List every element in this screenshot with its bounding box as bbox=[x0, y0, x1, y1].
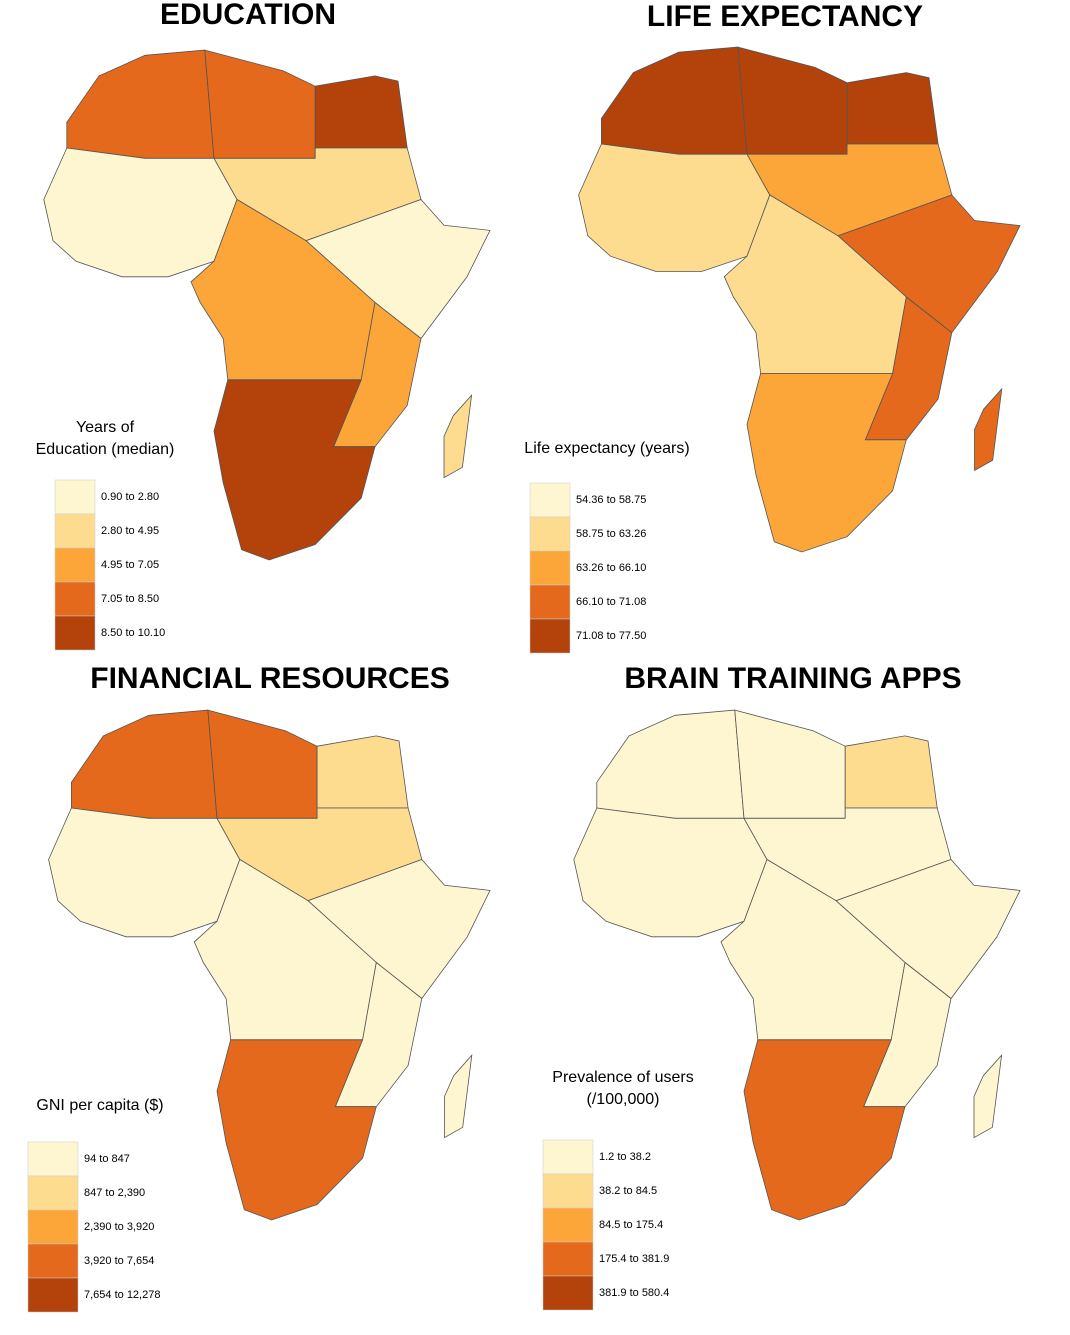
legend-label: 8.50 to 10.10 bbox=[101, 627, 165, 639]
legend-swatch bbox=[529, 516, 571, 552]
legend-label: 7.05 to 8.50 bbox=[101, 593, 159, 605]
legend-swatch bbox=[542, 1275, 594, 1311]
region bbox=[601, 46, 748, 155]
legend-swatch bbox=[542, 1139, 594, 1175]
legend-title: Life expectancy (years) bbox=[524, 440, 689, 457]
legend-swatch bbox=[542, 1173, 594, 1209]
panel-title: BRAIN TRAINING APPS bbox=[624, 662, 961, 695]
region bbox=[207, 709, 318, 819]
region bbox=[573, 807, 768, 938]
region bbox=[66, 49, 215, 159]
panel: FINANCIAL RESOURCES GNI per capita ($) 94 … bbox=[27, 662, 491, 1313]
region bbox=[213, 379, 376, 561]
legend-swatch bbox=[54, 615, 96, 651]
map bbox=[578, 46, 1021, 553]
legend-swatch bbox=[27, 1277, 79, 1313]
legend-swatch bbox=[54, 479, 96, 515]
legend-title: Years of bbox=[76, 419, 135, 436]
legend-label: 0.90 to 2.80 bbox=[101, 491, 159, 503]
legend-swatch bbox=[54, 581, 96, 617]
legend-label: 381.9 to 580.4 bbox=[599, 1287, 669, 1299]
panel-title: FINANCIAL RESOURCES bbox=[90, 662, 449, 695]
region bbox=[974, 387, 1003, 472]
region bbox=[743, 1039, 906, 1221]
legend-swatch bbox=[27, 1141, 79, 1177]
map bbox=[573, 709, 1021, 1221]
legend-label: 54.36 to 58.75 bbox=[576, 494, 646, 506]
legend-label: 63.26 to 66.10 bbox=[576, 562, 646, 574]
region bbox=[316, 735, 409, 809]
panel: LIFE EXPECTANCY Life expectancy (years) 54… bbox=[524, 0, 1021, 654]
region bbox=[43, 147, 238, 278]
legend-swatch bbox=[529, 618, 571, 654]
region bbox=[443, 393, 473, 479]
panel: BRAIN TRAINING APPS Prevalence of users (/… bbox=[542, 662, 1021, 1311]
panel-title: LIFE EXPECTANCY bbox=[647, 0, 923, 33]
panel-title: EDUCATION bbox=[160, 0, 336, 31]
legend-title: (/100,000) bbox=[587, 1091, 660, 1108]
legend-swatch bbox=[529, 550, 571, 586]
legend-label: 58.75 to 63.26 bbox=[576, 528, 646, 540]
region bbox=[216, 1039, 377, 1221]
legend-label: 71.08 to 77.50 bbox=[576, 630, 646, 642]
region bbox=[71, 709, 218, 819]
legend-swatch bbox=[529, 584, 571, 620]
region bbox=[846, 72, 939, 145]
region bbox=[737, 46, 848, 155]
legend-swatch bbox=[54, 513, 96, 549]
legend-title: GNI per capita ($) bbox=[36, 1097, 163, 1114]
map bbox=[48, 709, 491, 1221]
legend-title: Education (median) bbox=[36, 441, 175, 458]
legend-swatch bbox=[54, 547, 96, 583]
legend-label: 847 to 2,390 bbox=[84, 1187, 145, 1199]
region bbox=[444, 1053, 473, 1139]
legend-label: 66.10 to 71.08 bbox=[576, 596, 646, 608]
legend-swatch bbox=[542, 1241, 594, 1277]
legend-label: 2,390 to 3,920 bbox=[84, 1221, 154, 1233]
panel: EDUCATION Years of Education (median) 0.90 … bbox=[36, 0, 491, 651]
legend-label: 94 to 847 bbox=[84, 1153, 130, 1165]
legend-swatch bbox=[542, 1207, 594, 1243]
legend-label: 84.5 to 175.4 bbox=[599, 1219, 663, 1231]
legend-label: 1.2 to 38.2 bbox=[599, 1151, 651, 1163]
region bbox=[746, 373, 907, 553]
region bbox=[48, 807, 241, 938]
legend-swatch bbox=[27, 1243, 79, 1279]
legend-label: 2.80 to 4.95 bbox=[101, 525, 159, 537]
region bbox=[204, 49, 316, 159]
legend-label: 175.4 to 381.9 bbox=[599, 1253, 669, 1265]
region bbox=[734, 709, 846, 819]
legend-label: 3,920 to 7,654 bbox=[84, 1255, 154, 1267]
legend-swatch bbox=[27, 1175, 79, 1211]
region bbox=[596, 709, 745, 819]
region bbox=[844, 735, 938, 809]
legend-swatch bbox=[529, 482, 571, 518]
map bbox=[43, 49, 491, 561]
legend-title: Prevalence of users bbox=[552, 1069, 693, 1086]
region bbox=[578, 143, 771, 272]
legend-label: 38.2 to 84.5 bbox=[599, 1185, 657, 1197]
region bbox=[973, 1053, 1003, 1139]
legend-swatch bbox=[27, 1209, 79, 1245]
legend-label: 7,654 to 12,278 bbox=[84, 1289, 160, 1301]
region bbox=[314, 75, 408, 149]
legend-label: 4.95 to 7.05 bbox=[101, 559, 159, 571]
